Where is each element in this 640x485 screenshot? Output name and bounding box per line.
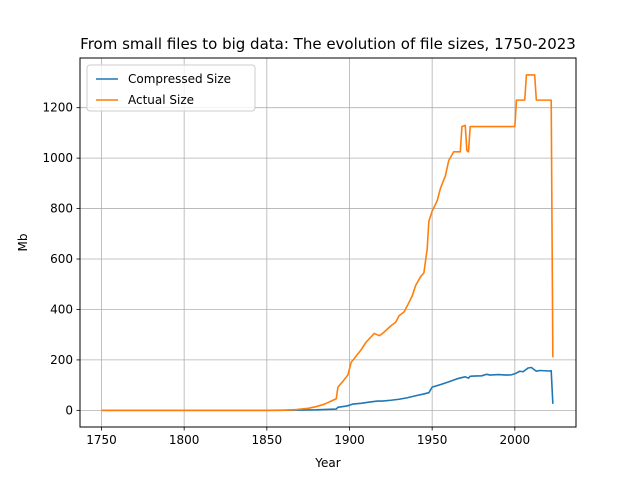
x-tick-label: 1900 <box>334 433 365 447</box>
y-tick-label: 600 <box>50 252 73 266</box>
x-tick-label: 2000 <box>500 433 531 447</box>
chart-title: From small files to big data: The evolut… <box>80 35 576 53</box>
x-axis: 1750 1800 1850 1900 1950 2000 <box>86 427 530 447</box>
x-tick-label: 1850 <box>252 433 283 447</box>
y-tick-label: 1000 <box>42 151 73 165</box>
y-tick-label: 1200 <box>42 101 73 115</box>
y-axis-label: Mb <box>16 234 30 252</box>
legend-label: Actual Size <box>128 93 194 107</box>
x-tick-label: 1950 <box>417 433 448 447</box>
y-tick-label: 0 <box>65 403 73 417</box>
legend-label: Compressed Size <box>128 72 231 86</box>
y-tick-label: 200 <box>50 353 73 367</box>
y-tick-label: 800 <box>50 202 73 216</box>
plot-frame <box>79 57 577 428</box>
x-tick-label: 1750 <box>86 433 117 447</box>
plot-lines <box>101 74 554 412</box>
y-axis: 0 200 400 600 800 1000 1200 <box>42 101 80 417</box>
x-tick-label: 1800 <box>169 433 200 447</box>
legend-box <box>86 64 256 112</box>
y-tick-label: 400 <box>50 302 73 316</box>
x-axis-label: Year <box>314 456 340 470</box>
legend: Compressed Size Actual Size <box>86 64 256 112</box>
series-line-1 <box>101 366 554 412</box>
grid <box>80 58 576 427</box>
series-line-2 <box>101 74 554 412</box>
